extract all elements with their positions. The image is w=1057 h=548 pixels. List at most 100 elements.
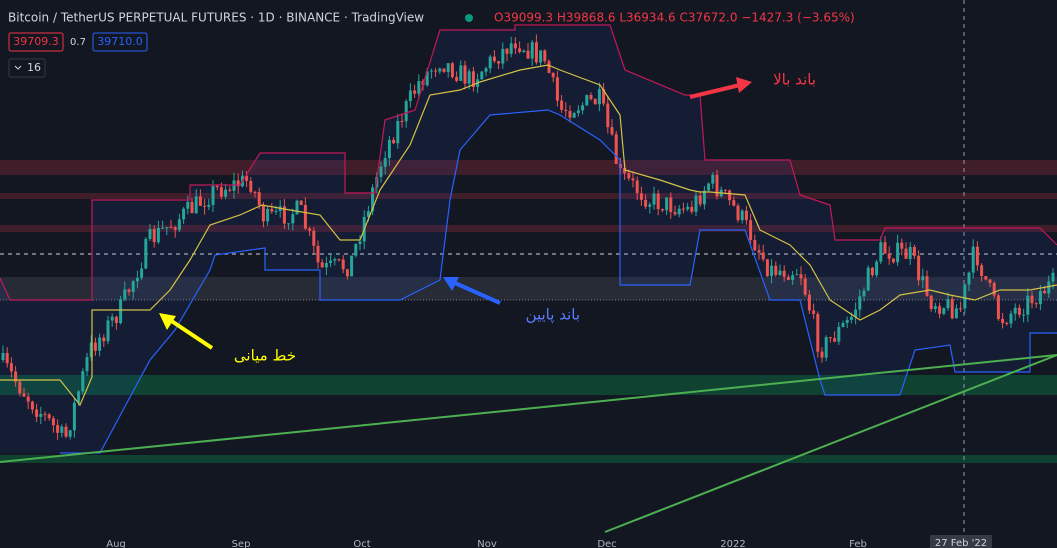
symbol-title: Bitcoin / TetherUS PERPETUAL FUTURES · 1… (8, 11, 424, 25)
candle-body (959, 308, 963, 310)
candle-body (635, 180, 639, 194)
candle-body (51, 418, 55, 426)
annotation: باند بالا (773, 71, 816, 89)
candle-body (274, 211, 278, 213)
candle-body (539, 50, 543, 63)
candle-body (480, 71, 484, 80)
candle-body (425, 71, 429, 86)
candle-body (77, 391, 81, 403)
candle-body (883, 242, 887, 254)
candle-body (812, 310, 816, 314)
candle-body (715, 174, 719, 197)
candle-body (778, 270, 782, 275)
indicator-toggle[interactable] (8, 58, 46, 78)
ask-box[interactable] (92, 32, 148, 52)
candle-body (182, 208, 186, 220)
candle-body (686, 206, 690, 210)
candle-body (765, 259, 769, 277)
annotations: باند بالا باند پایین خط میانی (159, 71, 816, 365)
candle-body (1051, 272, 1055, 282)
candle-body (379, 166, 383, 177)
candle-body (656, 193, 660, 210)
candle-body (287, 223, 291, 225)
candle-body (513, 43, 517, 49)
candle-body (1026, 295, 1030, 315)
upper-band (0, 24, 1057, 301)
candle-body (224, 189, 228, 197)
candle-body (732, 200, 736, 206)
candle-body (89, 342, 93, 358)
candle-body (219, 187, 223, 197)
cursor-label-bg (930, 535, 992, 548)
candle-body (942, 308, 946, 314)
candle-body (270, 208, 274, 212)
candle-body (1001, 318, 1005, 324)
candle-body (980, 265, 984, 276)
candle-body (26, 396, 30, 402)
candle-body (761, 252, 765, 260)
candle-body (807, 294, 811, 311)
candle-body (547, 61, 551, 73)
candle-body (1038, 291, 1042, 305)
candle-body (203, 205, 207, 207)
candle-body (492, 56, 496, 62)
candle-body (707, 183, 711, 191)
candle-body (236, 180, 240, 187)
x-tick-label: Dec (597, 539, 616, 548)
candle-body (593, 99, 597, 105)
bid-box[interactable] (8, 32, 64, 52)
candle-body (690, 206, 694, 212)
candle-body (736, 205, 740, 221)
candle-body (211, 186, 215, 205)
candle-body (30, 401, 34, 410)
candle-body (131, 281, 135, 292)
candle-body (68, 430, 72, 437)
arrow (689, 83, 741, 99)
candle-body (161, 227, 165, 229)
candle-body (110, 316, 114, 321)
candle-body (1043, 291, 1047, 294)
candle-body (971, 246, 975, 273)
candle-body (434, 70, 438, 72)
candle-body (597, 89, 601, 105)
candle-body (581, 105, 585, 111)
candle-body (190, 201, 194, 214)
candle-body (614, 134, 618, 164)
candle-body (198, 196, 202, 206)
candle-body (47, 414, 51, 419)
candle-body (341, 259, 345, 270)
candle-body (312, 230, 316, 246)
candle-body (135, 277, 139, 282)
candle-body (841, 322, 845, 327)
candle-body (770, 265, 774, 277)
candle-body (1, 353, 5, 360)
candle-body (169, 227, 173, 229)
candle-body (933, 306, 937, 309)
arrow-head (736, 77, 752, 93)
candle-body (744, 210, 748, 221)
candle-body (333, 259, 337, 261)
candle-body (266, 208, 270, 222)
candle-body (1034, 303, 1038, 305)
x-tick-label: Sep (232, 539, 251, 548)
candle-body (669, 197, 673, 213)
trend-line (604, 354, 1057, 533)
candle-body (711, 174, 715, 184)
candle-body (1022, 314, 1026, 316)
header: Bitcoin / TetherUS PERPETUAL FUTURES · 1… (8, 11, 855, 78)
candle-body (186, 201, 190, 209)
candle-body (845, 319, 849, 323)
candle-body (568, 111, 572, 118)
candle-body (156, 227, 160, 243)
candle-body (392, 139, 396, 144)
candle-body (455, 77, 459, 81)
candle-body (551, 72, 555, 78)
candle-body (173, 227, 177, 230)
candle-body (967, 272, 971, 285)
candle-body (450, 63, 454, 78)
candle-body (925, 276, 929, 296)
candle-body (799, 274, 803, 279)
candle-body (140, 268, 144, 278)
candle-body (207, 204, 211, 207)
candle-body (501, 48, 505, 64)
